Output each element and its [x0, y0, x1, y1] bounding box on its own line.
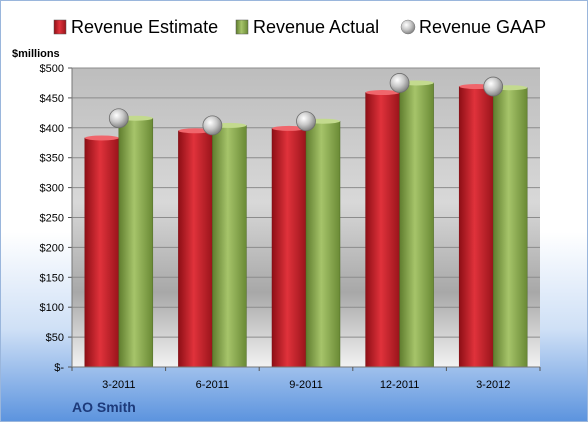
x-tick-label: 9-2011: [289, 379, 322, 391]
bar-revenue-actual: [212, 125, 247, 368]
bar-revenue-estimate: [365, 92, 400, 368]
marker-revenue-gaap: [483, 76, 504, 97]
y-axis-ticks: $- $50 $100 $150 $200 $250 $300 $350 $400 $450 $50…: [40, 63, 540, 374]
y-tick-label: $50: [46, 332, 64, 344]
x-tick-label: 6-2011: [196, 379, 229, 391]
marker-revenue-gaap: [202, 115, 223, 136]
bar-revenue-actual: [492, 87, 528, 368]
y-tick-label: $450: [40, 93, 64, 105]
y-tick-label: $200: [40, 242, 64, 254]
legend-swatch: [400, 19, 416, 35]
bar-top-revenue-estimate: [84, 135, 119, 141]
y-tick-label: $400: [40, 123, 64, 135]
legend-swatch: [235, 19, 249, 35]
legend-swatch: [53, 19, 67, 35]
y-axis-label: $millions: [12, 48, 60, 60]
bar-revenue-estimate: [458, 86, 494, 368]
marker-revenue-gaap: [389, 73, 410, 93]
legend: Revenue Estimate Revenue Actual Revenue GA…: [53, 17, 546, 37]
x-tick-label: 3-2011: [102, 379, 135, 391]
y-tick-label: $300: [40, 183, 64, 195]
y-tick-label: $100: [40, 302, 64, 314]
y-tick-label: $500: [40, 63, 64, 75]
gaap-markers: [108, 73, 504, 136]
bar-revenue-estimate: [178, 130, 213, 368]
y-tick-label: $350: [40, 153, 64, 165]
bar-revenue-estimate: [271, 128, 307, 368]
bar-revenue-actual: [305, 120, 341, 368]
x-tick-label: 12-2011: [380, 379, 420, 391]
y-tick-label: $-: [54, 362, 64, 374]
x-tick-label: 3-2012: [476, 379, 510, 391]
bar-revenue-actual: [399, 82, 434, 368]
marker-revenue-gaap: [108, 108, 129, 129]
bar-revenue-actual: [118, 117, 154, 368]
bars: [84, 80, 528, 368]
bar-revenue-estimate: [84, 137, 120, 368]
legend-label: Revenue Estimate: [71, 17, 218, 37]
legend-label: Revenue Actual: [253, 17, 379, 37]
marker-revenue-gaap: [296, 111, 316, 132]
y-tick-label: $250: [40, 213, 64, 225]
y-tick-label: $150: [40, 272, 64, 284]
company-name: AO Smith: [72, 399, 136, 415]
bar-top-revenue-estimate: [365, 90, 400, 96]
legend-label: Revenue GAAP: [419, 17, 546, 37]
x-axis-ticks: 3-2011 6-2011 9-2011 12-2011 3-2012: [71, 367, 541, 391]
bar-top-revenue-estimate: [272, 125, 306, 131]
